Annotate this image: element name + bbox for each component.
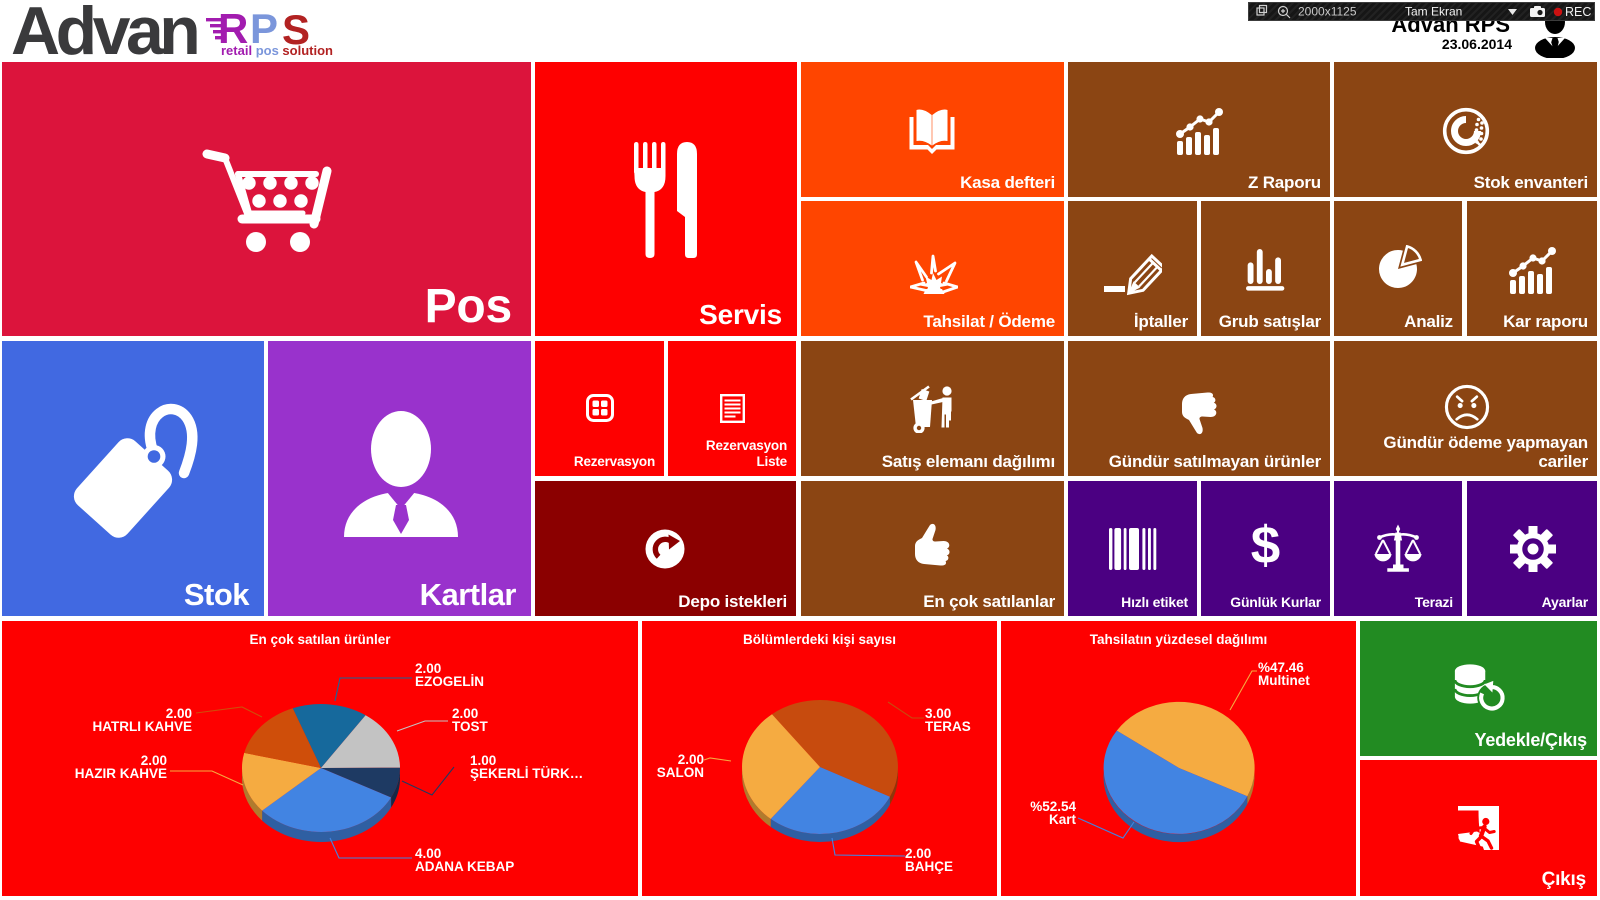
svg-text:P: P	[250, 5, 278, 52]
svg-text:2000x1125: 2000x1125	[1298, 5, 1357, 19]
svg-text:R: R	[218, 5, 248, 52]
svg-text:Advan: Advan	[11, 0, 197, 60]
svg-text:S: S	[282, 6, 310, 53]
svg-text:Tam Ekran: Tam Ekran	[1405, 5, 1462, 19]
svg-text:retail pos solution: retail pos solution	[221, 43, 333, 58]
svg-text:REC: REC	[1565, 5, 1591, 19]
